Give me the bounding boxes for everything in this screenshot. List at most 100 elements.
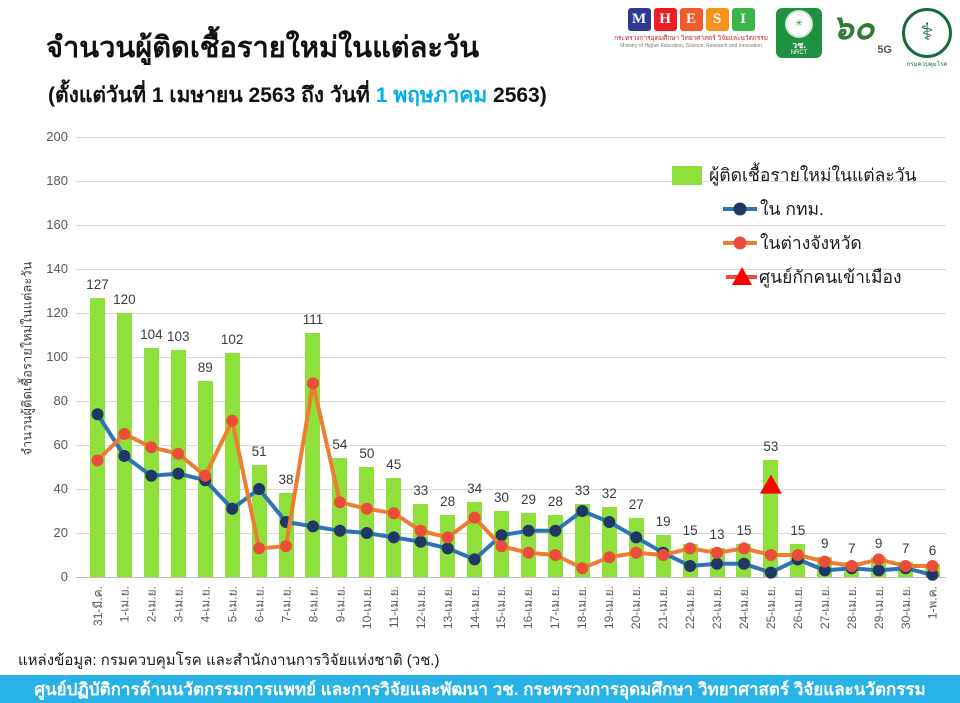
- point-bkk: [872, 564, 885, 577]
- legend-label-detention: ศูนย์กักคนเข้าเมือง: [759, 267, 902, 287]
- point-bkk: [549, 524, 562, 537]
- gridline: [76, 489, 946, 490]
- bar-value-label: 54: [332, 437, 348, 453]
- x-tick-label: 4-เม.ย.: [198, 586, 213, 623]
- gridline: [76, 313, 946, 314]
- point-provinces: [468, 511, 481, 524]
- legend-swatch-bars: [672, 165, 702, 185]
- bar-value-label: 53: [763, 439, 779, 455]
- x-tick-label: 15-เม.ย.: [494, 586, 509, 630]
- y-tick-label: 60: [53, 437, 68, 452]
- point-bkk: [495, 529, 508, 542]
- bar: [224, 352, 240, 577]
- subtitle-highlight-date: 1 พฤษภาคม: [375, 84, 488, 107]
- nrct-en-abbrev: NRCT: [790, 49, 808, 56]
- bar-value-label: 33: [574, 483, 590, 499]
- x-tick-label: 16-เม.ย.: [521, 586, 536, 630]
- point-provinces: [711, 546, 723, 559]
- bar-value-label: 27: [628, 496, 644, 512]
- point-provinces: [603, 551, 616, 564]
- x-tick-label: 24-เม.ย.: [736, 586, 751, 630]
- y-tick-label: 100: [46, 349, 68, 364]
- point-bkk: [387, 531, 400, 544]
- bar-value-label: 45: [386, 457, 402, 472]
- bar: [89, 297, 105, 577]
- point-provinces: [576, 562, 589, 575]
- x-tick-label: 8-เม.ย.: [305, 586, 320, 623]
- y-tick-label: 0: [60, 569, 68, 584]
- point-bkk: [360, 527, 373, 539]
- point-provinces: [333, 496, 346, 509]
- point-provinces: [657, 549, 670, 561]
- point-provinces: [495, 540, 508, 553]
- x-tick-label: 29-เม.ย.: [871, 586, 886, 630]
- point-provinces: [630, 546, 643, 559]
- point-bkk: [522, 524, 535, 537]
- bar-value-label: 6: [928, 542, 937, 558]
- bar: [143, 348, 159, 577]
- chart-legend: ผู้ติดเชื้อรายใหม่ในแต่ละวัน ใน กทม. ในต…: [658, 158, 917, 294]
- point-provinces: [522, 546, 535, 559]
- page-title: จำนวนผู้ติดเชื้อรายใหม่ในแต่ละวัน: [46, 32, 480, 64]
- bar-value-label: 102: [220, 331, 244, 347]
- point-bkk: [91, 408, 104, 421]
- bar-value-label: 7: [901, 540, 910, 556]
- x-tick-label: 27-เม.ย.: [817, 586, 832, 630]
- point-provinces: [845, 560, 858, 572]
- y-tick-label: 200: [46, 129, 68, 144]
- bar-value-label: 19: [655, 514, 671, 530]
- bar-value-label: 104: [140, 327, 163, 343]
- point-provinces: [684, 542, 697, 555]
- x-tick-label: 28-เม.ย.: [844, 586, 859, 630]
- legend-triangle-icon: [732, 267, 752, 285]
- legend-item-provinces: ในต่างจังหวัด: [658, 226, 917, 260]
- bar-value-label: 15: [736, 523, 752, 538]
- point-provinces: [818, 555, 831, 568]
- y-tick-label: 20: [53, 525, 68, 540]
- x-tick-label: 30-เม.ย.: [898, 586, 913, 630]
- point-provinces: [414, 524, 427, 537]
- gridline: [76, 577, 946, 578]
- mhesi-letter-square: S: [705, 8, 729, 31]
- point-bkk: [738, 557, 750, 570]
- legend-marker-bkk: [723, 202, 757, 216]
- y-tick-label: 40: [53, 481, 68, 496]
- bar-value-label: 28: [440, 494, 456, 510]
- mhesi-thai-name: กระทรวงการอุดมศึกษา วิทยาศาสตร์ วิจัยและ…: [614, 35, 768, 42]
- point-provinces: [738, 542, 750, 555]
- point-provinces: [872, 553, 885, 566]
- point-bkk: [226, 502, 239, 515]
- point-bkk: [630, 531, 643, 544]
- gridline: [76, 445, 946, 446]
- point-bkk: [818, 564, 831, 577]
- mhesi-english-name: Ministry of Higher Education, Science, R…: [620, 43, 762, 49]
- point-bkk: [145, 469, 158, 482]
- x-tick-label: 19-เม.ย.: [602, 586, 617, 630]
- point-bkk: [711, 557, 723, 570]
- logo-nrct: ✳ วช. NRCT: [776, 8, 822, 58]
- bar-value-label: 50: [359, 446, 375, 461]
- legend-marker-provinces: [723, 236, 757, 250]
- x-tick-label: 3-เม.ย.: [171, 586, 186, 623]
- point-provinces: [926, 560, 939, 572]
- point-bkk: [441, 542, 454, 555]
- mhesi-letter-square: H: [653, 8, 677, 31]
- gridline: [76, 225, 946, 226]
- point-bkk: [926, 568, 939, 581]
- gridline: [76, 137, 946, 138]
- legend-item-bkk: ใน กทม.: [658, 192, 917, 226]
- x-tick-label: 7-เม.ย.: [279, 586, 294, 623]
- x-tick-label: 26-เม.ย.: [790, 586, 805, 630]
- chart-subtitle: (ตั้งแต่วันที่ 1 เมษายน 2563 ถึง วันที่ …: [48, 79, 547, 112]
- bar: [574, 504, 590, 577]
- y-tick-label: 120: [46, 305, 68, 320]
- point-bkk: [764, 566, 777, 579]
- bar-value-label: 38: [278, 472, 294, 488]
- x-tick-label: 2-เม.ย.: [144, 586, 159, 623]
- x-tick-label: 9-เม.ย.: [332, 586, 347, 623]
- bar: [386, 478, 402, 577]
- point-bkk: [172, 467, 185, 480]
- ddc-label: กรมควบคุมโรค: [906, 62, 948, 68]
- logo-disease-control-dept: ⚕ กรมควบคุมโรค: [900, 8, 954, 69]
